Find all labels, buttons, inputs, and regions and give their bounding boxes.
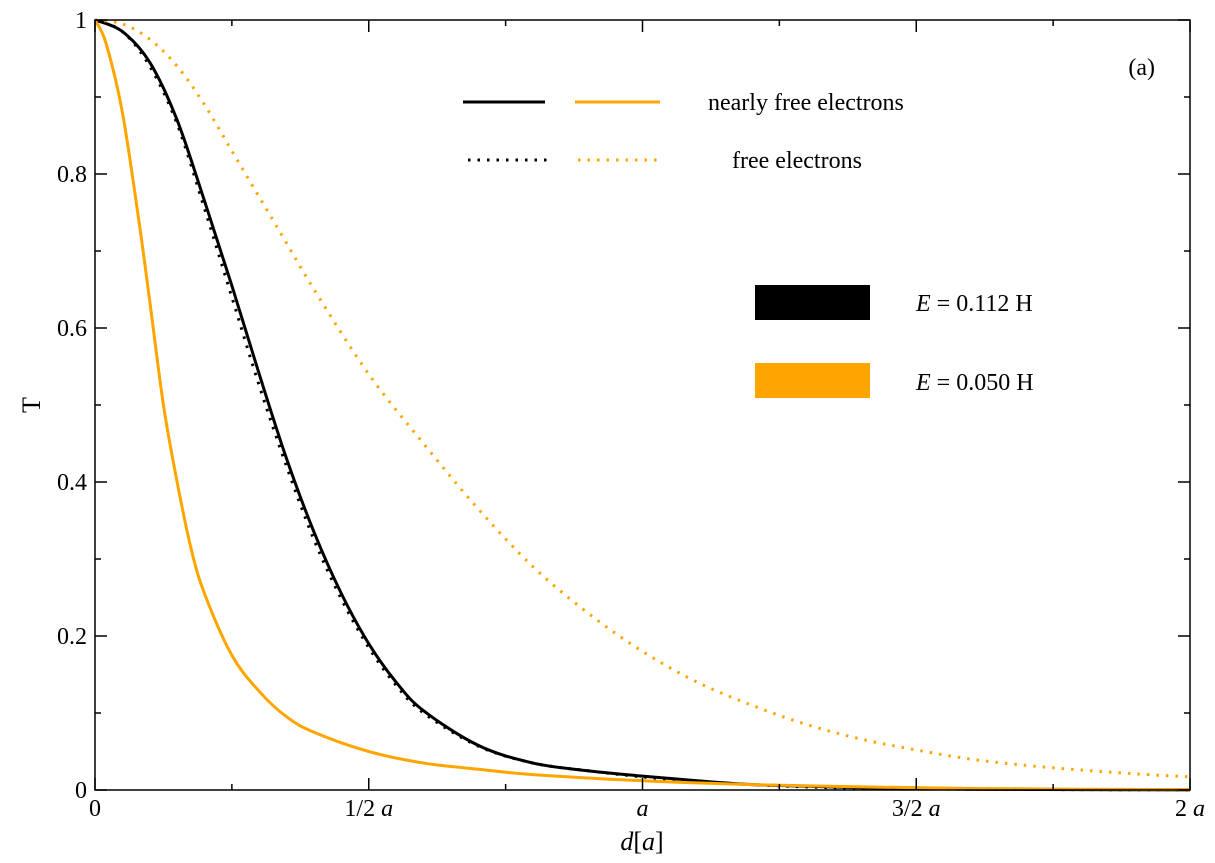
x-tick-label: a [637, 796, 649, 822]
legend-text-free: free electrons [732, 148, 862, 174]
x-tick-label-text: 3/2 [892, 796, 929, 822]
y-tick-label: 0.2 [57, 624, 87, 650]
legend-swatch-black [755, 285, 870, 320]
x-tick-label: 1/2 a [344, 796, 393, 822]
x-tick-label-italic: a [1193, 796, 1205, 822]
legend-text-nearly-free: nearly free electrons [708, 90, 904, 116]
series-orange-solid [93, 19, 1191, 792]
legend-energy-orange-e: E [915, 370, 931, 396]
x-tick-label-text: 0 [89, 796, 101, 822]
x-tick-label: 3/2 a [892, 796, 941, 822]
legend-energy-black-e: E [915, 291, 931, 317]
legend-energy-black-value: = 0.112 H [931, 291, 1033, 317]
x-tick-label-italic: a [637, 796, 649, 822]
x-axis-label-a: a [642, 827, 655, 856]
x-tick-label-italic: a [381, 796, 393, 822]
x-tick-label: 2 a [1175, 796, 1205, 822]
legend-energy-orange: E = 0.050 H [915, 370, 1034, 396]
x-axis-label: d[a] [620, 827, 663, 856]
legend-energy-orange-value: = 0.050 H [931, 370, 1034, 396]
axis-ticks [94, 19, 1191, 791]
x-tick-label: 0 [89, 796, 101, 822]
x-tick-label-text: 2 [1175, 796, 1193, 822]
x-axis-label-close: ] [655, 827, 664, 856]
x-axis-label-d: d [620, 827, 634, 856]
y-tick-label: 0 [75, 778, 87, 804]
series-black-solid [94, 18, 1191, 792]
y-axis-label: T [17, 397, 46, 413]
plot-curves [93, 18, 1191, 792]
legend-energy-black: E = 0.112 H [915, 291, 1033, 317]
y-tick-label: 0.6 [57, 316, 87, 342]
legend-swatch-orange [755, 363, 870, 398]
legend: nearly free electrons free electrons E =… [463, 90, 1034, 398]
plot-frame [94, 19, 1191, 791]
series-black-dotted [94, 18, 1191, 792]
x-tick-label-italic: a [929, 796, 941, 822]
series-orange-dotted [94, 18, 1191, 779]
x-axis-label-open: [ [633, 827, 642, 856]
y-tick-label: 1 [75, 8, 87, 34]
panel-label: (a) [1128, 55, 1155, 81]
y-tick-label: 0.8 [57, 162, 87, 188]
y-tick-label: 0.4 [57, 470, 87, 496]
x-tick-label-text: 1/2 [344, 796, 381, 822]
